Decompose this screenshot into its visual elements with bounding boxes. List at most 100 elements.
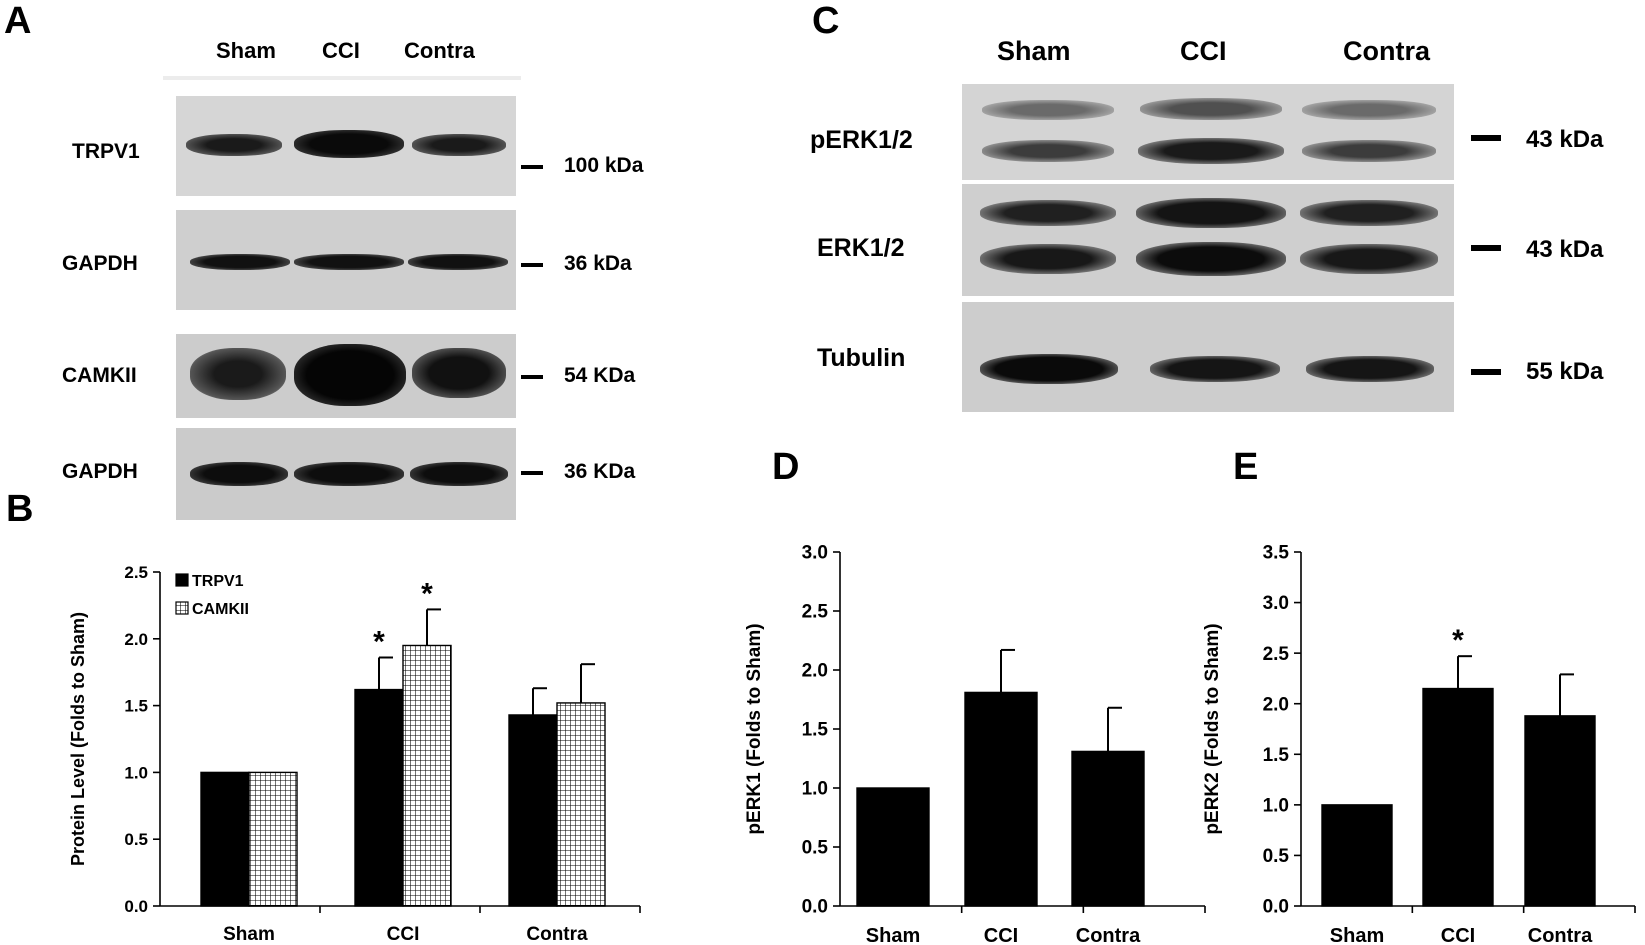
y-tick-label: 0.0 [1263, 897, 1289, 918]
bar [964, 691, 1038, 907]
bar [1071, 750, 1145, 907]
legend-label: TRPV1 [192, 573, 244, 590]
band [294, 344, 406, 406]
panel-letter-b: B [6, 488, 34, 530]
panel-letter-c: C [812, 0, 840, 42]
legend-swatch [175, 573, 189, 587]
bar [248, 771, 298, 907]
blot-c-lane-sham: Sham [997, 36, 1071, 66]
band [186, 134, 282, 156]
x-tick-label: CCI [387, 924, 420, 945]
y-axis-label: pERK2 (Folds to Sham) [1202, 623, 1223, 834]
x-tick-label: Contra [1528, 925, 1593, 945]
blot-a-mw-camkii: 54 KDa [564, 364, 636, 387]
y-tick-label: 1.5 [124, 697, 148, 716]
band [294, 130, 404, 158]
y-tick-label: 1.0 [1263, 796, 1289, 817]
blot-c-mw-tubulin: 55 kDa [1526, 358, 1604, 385]
band [1300, 244, 1438, 274]
y-tick-label: 3.0 [1263, 593, 1289, 614]
band [1136, 242, 1286, 276]
band [294, 462, 404, 486]
band [1140, 98, 1282, 120]
blot-a-lane-contra: Contra [404, 38, 475, 63]
bar [200, 771, 250, 907]
band [408, 254, 508, 270]
mw-tick [1471, 369, 1501, 375]
bar [856, 787, 930, 907]
band [190, 254, 290, 270]
y-tick-label: 2.0 [1263, 694, 1289, 715]
y-tick-label: 2.5 [802, 602, 829, 623]
bar [556, 702, 606, 907]
y-tick-label: 0.0 [802, 897, 828, 918]
band [412, 134, 506, 156]
band [410, 462, 508, 486]
x-tick-label: Contra [526, 924, 588, 945]
band [982, 140, 1114, 162]
x-tick-label: Sham [1330, 925, 1384, 945]
x-tick-label: Sham [866, 925, 920, 945]
band [1302, 100, 1436, 120]
blot-c-lane-cci: CCI [1180, 36, 1227, 66]
mw-tick [521, 263, 543, 267]
band [190, 462, 288, 486]
blot-c-tubulin-membrane [962, 302, 1454, 412]
band [980, 200, 1116, 226]
band [294, 254, 404, 270]
y-axis-label: Protein Level (Folds to Sham) [68, 612, 88, 866]
bar [1321, 804, 1393, 907]
panel-letter-e: E [1233, 446, 1259, 488]
bar [1524, 715, 1596, 907]
blot-a-gapdh2-membrane [176, 428, 516, 520]
chart-b: 0.0 0.5 1.0 1.5 2.0 2.5 Sham CCI Contra Protein L… [68, 563, 641, 945]
blot-a-label-gapdh2: GAPDH [62, 460, 138, 483]
blot-a-gapdh1-membrane [176, 210, 516, 310]
blot-a-label-gapdh1: GAPDH [62, 252, 138, 275]
blot-a-label-trpv1: TRPV1 [72, 140, 140, 163]
band [980, 354, 1118, 384]
band [1300, 200, 1438, 226]
mw-tick [521, 471, 543, 475]
legend-swatch [175, 601, 189, 615]
chart-e: 0.0 0.5 1.0 1.5 2.0 2.5 3.0 3.5 Sham CCI Contra pER… [1202, 543, 1636, 945]
significance-star: * [373, 626, 385, 659]
y-tick-label: 2.0 [802, 661, 828, 682]
band [190, 348, 286, 400]
blot-a-trpv1-membrane [176, 96, 516, 196]
y-tick-label: 2.5 [124, 563, 148, 582]
bar [508, 714, 558, 907]
blot-c-mw-perk: 43 kDa [1526, 126, 1604, 153]
y-tick-label: 1.5 [1263, 745, 1290, 766]
panel-letter-a: A [4, 0, 32, 42]
y-axis-label: pERK1 (Folds to Sham) [744, 623, 765, 834]
legend-label: CAMKII [192, 601, 249, 618]
y-tick-label: 2.0 [124, 630, 148, 649]
y-tick-label: 0.0 [124, 897, 148, 916]
panel-letter-d: D [772, 446, 800, 488]
y-tick-label: 1.0 [802, 779, 828, 800]
mw-tick [1471, 245, 1501, 251]
significance-star: * [1452, 624, 1464, 657]
band [1138, 138, 1284, 164]
blot-c-mw-erk: 43 kDa [1526, 236, 1604, 263]
band [982, 100, 1114, 120]
blot-c-label-erk: ERK1/2 [817, 234, 905, 262]
x-tick-label: Sham [223, 924, 275, 945]
blot-c-lane-contra: Contra [1343, 36, 1430, 66]
y-tick-label: 3.0 [802, 543, 828, 564]
bar [402, 644, 452, 907]
blot-a-header-rule [163, 76, 521, 80]
band [412, 348, 506, 398]
blot-c-label-tubulin: Tubulin [817, 344, 906, 372]
mw-tick [521, 375, 543, 379]
y-tick-label: 0.5 [1263, 846, 1290, 867]
band [1136, 198, 1286, 228]
significance-star: * [421, 577, 433, 610]
x-tick-label: CCI [1441, 925, 1475, 945]
y-tick-label: 0.5 [124, 830, 148, 849]
blot-c-perk-membrane [962, 84, 1454, 180]
band [1150, 356, 1280, 382]
band [980, 244, 1116, 274]
